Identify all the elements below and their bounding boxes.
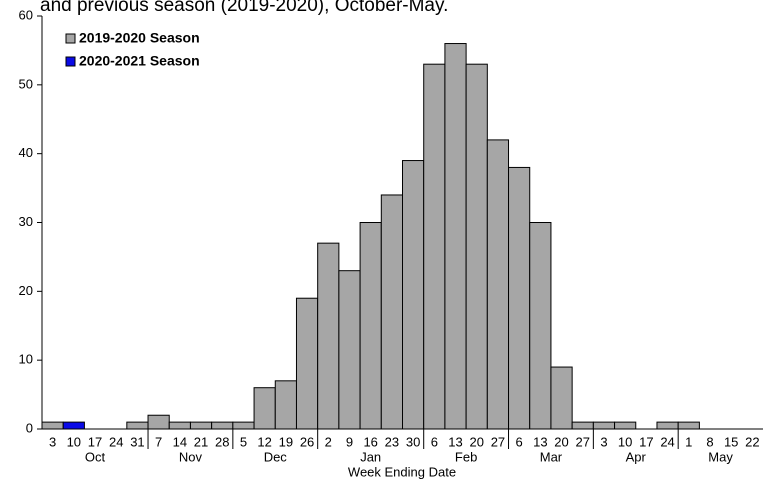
x-tick-label: 27	[491, 434, 505, 449]
x-tick-label: 24	[109, 434, 123, 449]
bar	[62, 421, 85, 430]
bar	[232, 421, 255, 430]
bar	[614, 421, 637, 430]
x-tick-label: 23	[385, 434, 399, 449]
bar	[508, 166, 531, 430]
bar	[571, 421, 594, 430]
bar	[592, 421, 616, 430]
x-tick-label: 19	[279, 434, 293, 449]
x-tick-label: 24	[660, 434, 674, 449]
bar	[295, 297, 319, 430]
x-tick-label: 26	[300, 434, 314, 449]
month-label: Oct	[85, 449, 106, 464]
month-label: Nov	[179, 449, 203, 464]
x-tick-label: 3	[49, 434, 56, 449]
x-tick-label: 10	[618, 434, 632, 449]
month-label: Feb	[455, 449, 477, 464]
y-tick-label: 50	[19, 76, 33, 91]
bar	[211, 421, 234, 430]
x-tick-label: 1	[685, 434, 692, 449]
bar	[465, 63, 488, 430]
x-tick-label: 6	[516, 434, 523, 449]
x-tick-label: 28	[215, 434, 229, 449]
x-axis-label: Week Ending Date	[348, 464, 456, 479]
y-tick-label: 60	[19, 7, 33, 22]
bar	[274, 380, 297, 430]
x-tick-label: 5	[240, 434, 247, 449]
x-tick-label: 2	[325, 434, 332, 449]
bar	[317, 242, 340, 430]
x-tick-label: 30	[406, 434, 420, 449]
bar	[41, 421, 64, 430]
month-label: May	[708, 449, 733, 464]
bar	[189, 421, 213, 430]
bar	[402, 160, 425, 430]
bar	[656, 421, 679, 430]
bar	[529, 222, 552, 430]
x-tick-label: 31	[130, 434, 144, 449]
legend-swatch	[65, 33, 76, 44]
bar	[338, 270, 361, 430]
bar	[253, 387, 276, 430]
legend-label: 2020-2021 Season	[79, 53, 200, 69]
x-tick-label: 13	[533, 434, 547, 449]
y-tick-label: 20	[19, 283, 33, 298]
x-tick-label: 12	[257, 434, 271, 449]
bar	[168, 421, 191, 430]
bar	[147, 414, 170, 430]
x-tick-label: 3	[600, 434, 607, 449]
x-tick-label: 13	[448, 434, 462, 449]
month-label: Dec	[264, 449, 288, 464]
bar	[677, 421, 700, 430]
y-tick-label: 0	[26, 420, 33, 435]
month-label: Jan	[360, 449, 381, 464]
bar	[444, 43, 467, 430]
bar	[380, 194, 404, 430]
bar	[550, 366, 573, 430]
x-tick-label: 14	[173, 434, 187, 449]
y-tick-label: 10	[19, 352, 33, 367]
bar	[423, 63, 446, 430]
x-tick-label: 20	[469, 434, 483, 449]
x-tick-label: 20	[554, 434, 568, 449]
bar	[486, 139, 510, 430]
y-tick-label: 40	[19, 145, 33, 160]
chart-title: and previous season (2019-2020), October…	[40, 0, 448, 16]
bar	[126, 421, 149, 430]
x-tick-label: 17	[88, 434, 102, 449]
x-tick-label: 17	[639, 434, 653, 449]
month-label: Mar	[540, 449, 563, 464]
x-tick-label: 27	[576, 434, 590, 449]
x-tick-label: 8	[706, 434, 713, 449]
x-tick-label: 7	[155, 434, 162, 449]
x-tick-label: 21	[194, 434, 208, 449]
x-tick-label: 6	[431, 434, 438, 449]
month-label: Apr	[626, 449, 647, 464]
x-tick-label: 9	[346, 434, 353, 449]
y-tick-label: 30	[19, 214, 33, 229]
x-tick-label: 15	[724, 434, 738, 449]
x-tick-label: 22	[745, 434, 759, 449]
bar	[359, 222, 382, 430]
legend-swatch	[65, 56, 76, 67]
legend-label: 2019-2020 Season	[79, 30, 200, 46]
x-tick-label: 10	[67, 434, 81, 449]
x-tick-label: 16	[363, 434, 377, 449]
